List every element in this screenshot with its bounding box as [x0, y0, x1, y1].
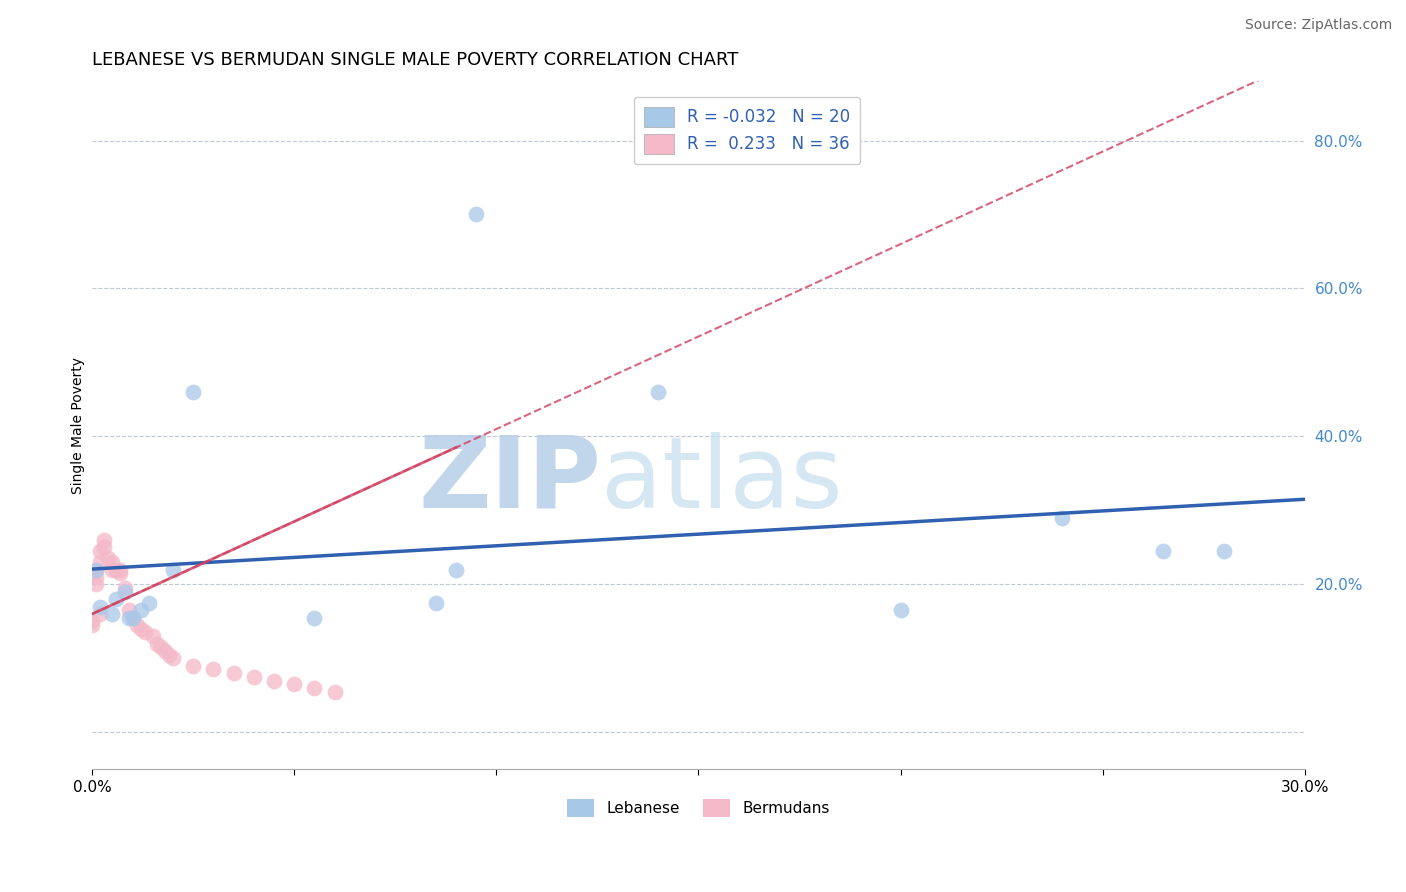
- Point: [1212, 544, 1234, 558]
- Point: [142, 629, 165, 643]
- Point: [162, 563, 184, 577]
- Point: [304, 681, 326, 695]
- Point: [138, 596, 160, 610]
- Point: [101, 607, 124, 621]
- Point: [117, 603, 139, 617]
- Y-axis label: Single Male Poverty: Single Male Poverty: [72, 357, 86, 494]
- Point: [283, 677, 305, 691]
- Point: [304, 610, 326, 624]
- Point: [114, 584, 136, 599]
- Point: [1050, 510, 1073, 524]
- Point: [97, 551, 120, 566]
- Point: [222, 666, 245, 681]
- Point: [121, 610, 143, 624]
- Point: [465, 207, 488, 221]
- Point: [181, 658, 204, 673]
- Point: [647, 385, 669, 400]
- Point: [153, 644, 176, 658]
- Point: [105, 563, 128, 577]
- Point: [84, 563, 107, 577]
- Point: [129, 622, 152, 636]
- Point: [89, 607, 111, 621]
- Point: [105, 592, 128, 607]
- Point: [202, 662, 225, 676]
- Point: [82, 618, 104, 632]
- Point: [93, 541, 115, 555]
- Point: [89, 544, 111, 558]
- Legend: Lebanese, Bermudans: Lebanese, Bermudans: [561, 793, 837, 823]
- Text: atlas: atlas: [602, 432, 844, 529]
- Text: LEBANESE VS BERMUDAN SINGLE MALE POVERTY CORRELATION CHART: LEBANESE VS BERMUDAN SINGLE MALE POVERTY…: [93, 51, 738, 69]
- Point: [110, 563, 132, 577]
- Point: [162, 651, 184, 665]
- Point: [110, 566, 132, 581]
- Point: [101, 563, 124, 577]
- Point: [93, 533, 115, 547]
- Point: [134, 625, 156, 640]
- Point: [89, 555, 111, 569]
- Text: Source: ZipAtlas.com: Source: ZipAtlas.com: [1244, 18, 1392, 32]
- Point: [243, 670, 266, 684]
- Point: [117, 610, 139, 624]
- Point: [889, 603, 911, 617]
- Point: [89, 599, 111, 614]
- Point: [84, 563, 107, 577]
- Point: [444, 563, 467, 577]
- Point: [84, 570, 107, 584]
- Point: [157, 648, 180, 662]
- Point: [263, 673, 285, 688]
- Point: [125, 618, 148, 632]
- Point: [101, 555, 124, 569]
- Point: [129, 603, 152, 617]
- Point: [181, 385, 204, 400]
- Point: [84, 577, 107, 591]
- Text: ZIP: ZIP: [419, 432, 602, 529]
- Point: [114, 581, 136, 595]
- Point: [146, 636, 169, 650]
- Point: [82, 615, 104, 629]
- Point: [149, 640, 172, 655]
- Point: [323, 684, 346, 698]
- Point: [425, 596, 447, 610]
- Point: [121, 610, 143, 624]
- Point: [1152, 544, 1174, 558]
